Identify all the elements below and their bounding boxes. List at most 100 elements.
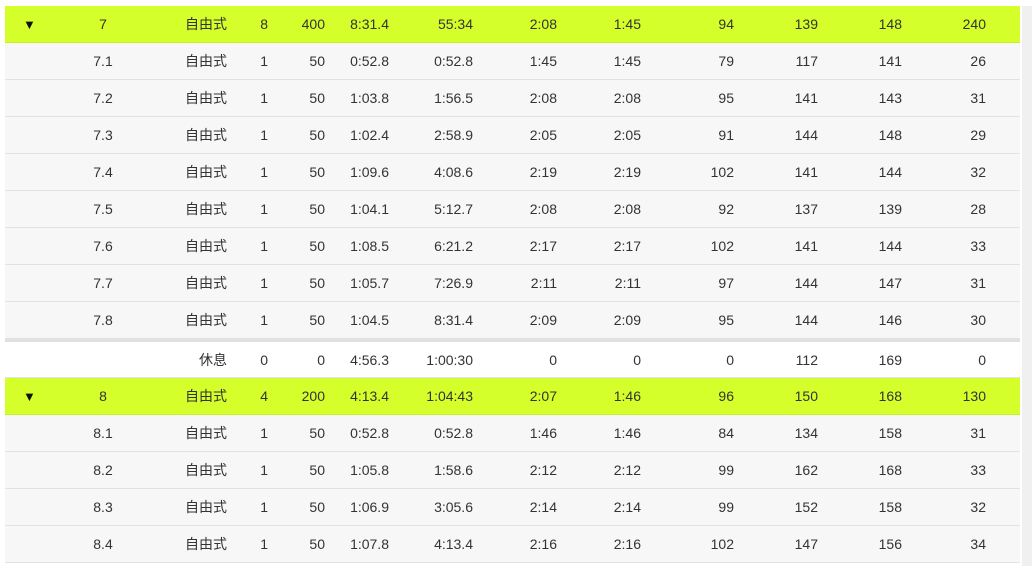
cumulative-time: 6:21.2 xyxy=(434,238,473,254)
lap-time: 1:02.4 xyxy=(350,127,389,143)
value-b: 117 xyxy=(795,53,818,69)
avg-pace: 2:11 xyxy=(530,275,557,291)
value-c: 158 xyxy=(878,425,902,441)
cumulative-time: 0:52.8 xyxy=(434,53,473,69)
lap-time: 1:04.5 xyxy=(350,312,389,328)
distance: 0 xyxy=(317,351,325,368)
lengths: 1 xyxy=(260,462,268,478)
value-b: 162 xyxy=(794,462,818,478)
cumulative-time: 5:12.7 xyxy=(434,201,473,217)
lap-time: 1:05.7 xyxy=(350,275,389,291)
lap-row: 8.1 自由式 1 50 0:52.8 0:52.8 1:46 1:46 84 134 158 31 xyxy=(5,415,1020,452)
best-pace: 2:05 xyxy=(613,127,641,143)
distance: 50 xyxy=(309,425,325,441)
value-c: 148 xyxy=(878,16,902,32)
lap-row: 7.2 自由式 1 50 1:03.8 1:56.5 2:08 2:08 95 141 143 31 xyxy=(5,80,1020,117)
value-b: 139 xyxy=(794,16,818,32)
stroke-style: 休息 xyxy=(199,351,227,368)
avg-pace: 2:08 xyxy=(529,16,557,32)
stroke-style: 自由式 xyxy=(185,201,227,217)
interval-row[interactable]: ▼ 7 自由式 8 400 8:31.4 55:34 2:08 1:45 94 139 148 240 xyxy=(5,6,1020,43)
lap-row: 7.6 自由式 1 50 1:08.5 6:21.2 2:17 2:17 102 141 144 33 xyxy=(5,228,1020,265)
lap-number: 7.6 xyxy=(93,238,113,254)
cumulative-time: 4:13.4 xyxy=(434,536,473,552)
value-b: 144 xyxy=(794,127,818,143)
cumulative-time: 2:58.9 xyxy=(434,127,473,143)
value-a: 84 xyxy=(718,425,734,441)
interval-row[interactable]: ▼ 8 自由式 4 200 4:13.4 1:04:43 2:07 1:46 96 150 168 13… xyxy=(5,378,1020,415)
cumulative-time: 3:05.6 xyxy=(434,499,473,515)
best-pace: 2:09 xyxy=(613,312,641,328)
stroke-style: 自由式 xyxy=(185,499,227,515)
stroke-style: 自由式 xyxy=(185,536,227,552)
value-d: 32 xyxy=(970,164,986,180)
lengths: 1 xyxy=(260,425,268,441)
lap-number: 7.1 xyxy=(93,53,113,69)
collapse-triangle-icon[interactable]: ▼ xyxy=(23,388,36,404)
cumulative-time: 8:31.4 xyxy=(434,312,473,328)
value-c: 147 xyxy=(878,275,902,291)
value-a: 99 xyxy=(718,499,734,515)
laps-table: ▼ 7 自由式 8 400 8:31.4 55:34 2:08 1:45 94 139 148 240 7… xyxy=(5,6,1020,563)
distance: 50 xyxy=(309,462,325,478)
lengths: 8 xyxy=(260,16,268,32)
value-c: 169 xyxy=(878,351,902,368)
lengths: 1 xyxy=(260,90,268,106)
lap-time: 0:52.8 xyxy=(350,53,389,69)
value-c: 144 xyxy=(878,238,902,254)
stroke-style: 自由式 xyxy=(185,16,227,32)
lap-time: 8:31.4 xyxy=(350,16,389,32)
best-pace: 2:14 xyxy=(613,499,641,515)
lengths: 1 xyxy=(260,275,268,291)
distance: 400 xyxy=(301,16,325,32)
value-a: 79 xyxy=(718,53,734,69)
lap-time: 1:07.8 xyxy=(350,536,389,552)
lap-row: 7.3 自由式 1 50 1:02.4 2:58.9 2:05 2:05 91 144 148 29 xyxy=(5,117,1020,154)
avg-pace: 1:46 xyxy=(529,425,557,441)
lengths: 1 xyxy=(260,127,268,143)
value-d: 31 xyxy=(970,90,986,106)
lap-number: 7 xyxy=(99,16,107,32)
cumulative-time: 1:56.5 xyxy=(434,90,473,106)
lap-time: 1:09.6 xyxy=(350,164,389,180)
value-a: 102 xyxy=(710,536,734,552)
cumulative-time: 4:08.6 xyxy=(434,164,473,180)
stroke-style: 自由式 xyxy=(185,53,227,69)
lengths: 1 xyxy=(260,499,268,515)
lengths: 1 xyxy=(260,536,268,552)
scrollbar[interactable] xyxy=(1022,6,1032,566)
cumulative-time: 7:26.9 xyxy=(434,275,473,291)
distance: 50 xyxy=(309,164,325,180)
value-a: 91 xyxy=(718,127,734,143)
value-b: 137 xyxy=(794,201,818,217)
value-d: 29 xyxy=(970,127,986,143)
value-a: 95 xyxy=(718,90,734,106)
value-b: 112 xyxy=(795,351,818,368)
cumulative-time: 55:34 xyxy=(437,16,473,32)
value-d: 32 xyxy=(970,499,986,515)
value-c: 139 xyxy=(878,201,902,217)
value-a: 102 xyxy=(710,164,734,180)
lap-time: 4:56.3 xyxy=(350,351,389,368)
value-c: 148 xyxy=(878,127,902,143)
collapse-triangle-icon[interactable]: ▼ xyxy=(23,16,36,32)
distance: 50 xyxy=(309,238,325,254)
value-c: 158 xyxy=(878,499,902,515)
distance: 50 xyxy=(309,499,325,515)
value-a: 102 xyxy=(710,238,734,254)
value-a: 95 xyxy=(718,312,734,328)
lap-time: 1:05.8 xyxy=(350,462,389,478)
lap-row: 7.5 自由式 1 50 1:04.1 5:12.7 2:08 2:08 92 137 139 28 xyxy=(5,191,1020,228)
lap-time: 1:04.1 xyxy=(350,201,389,217)
stroke-style: 自由式 xyxy=(185,90,227,106)
stroke-style: 自由式 xyxy=(185,388,227,404)
cumulative-time: 1:58.6 xyxy=(434,462,473,478)
lengths: 1 xyxy=(260,164,268,180)
best-pace: 1:45 xyxy=(613,16,641,32)
best-pace: 2:16 xyxy=(613,536,641,552)
best-pace: 2:11 xyxy=(614,275,641,291)
value-d: 130 xyxy=(962,388,986,404)
lap-row: 8.2 自由式 1 50 1:05.8 1:58.6 2:12 2:12 99 162 168 33 xyxy=(5,452,1020,489)
cumulative-time: 1:00:30 xyxy=(426,351,473,368)
best-pace: 2:19 xyxy=(613,164,641,180)
